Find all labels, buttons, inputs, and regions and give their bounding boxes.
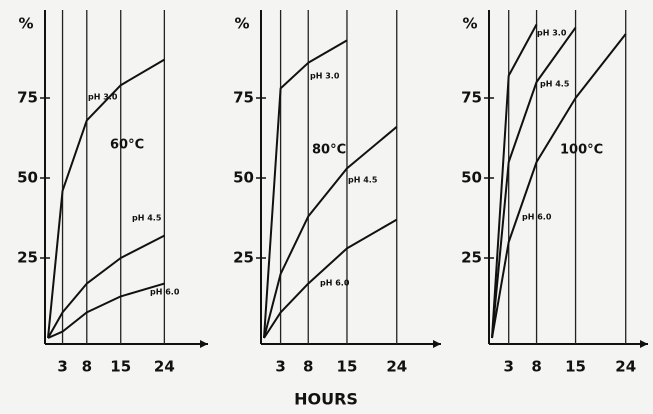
y-tick-label: 25 xyxy=(233,249,254,267)
data-line xyxy=(47,282,165,339)
data-line xyxy=(491,27,577,339)
y-tick-label: 50 xyxy=(461,169,482,187)
data-line xyxy=(263,218,398,339)
annotation: 100°C xyxy=(560,143,603,158)
x-tick-label: 8 xyxy=(82,358,92,376)
y-tick-label: 25 xyxy=(17,249,38,267)
x-tick-label: 15 xyxy=(110,358,131,376)
annotation: 80°C xyxy=(312,143,346,158)
x-tick-label: 3 xyxy=(275,358,285,376)
annotation: 60°C xyxy=(110,138,144,153)
x-tick-label: 24 xyxy=(615,358,636,376)
x-tick-label: 3 xyxy=(503,358,513,376)
x-tick-label: 3 xyxy=(57,358,67,376)
series-label: pH 3.0 xyxy=(310,72,340,81)
data-line xyxy=(47,58,165,339)
series-label: pH 3.0 xyxy=(88,93,118,102)
x-tick-label: 24 xyxy=(386,358,407,376)
y-tick-label: 50 xyxy=(17,169,38,187)
x-axis-arrow xyxy=(433,340,441,348)
data-line xyxy=(263,39,348,339)
y-tick-label: 75 xyxy=(461,89,482,107)
x-axis-arrow xyxy=(200,340,208,348)
y-axis-label: % xyxy=(18,15,33,33)
data-line xyxy=(263,126,398,339)
series-label: pH 6.0 xyxy=(522,213,552,222)
y-tick-label: 75 xyxy=(233,89,254,107)
data-line xyxy=(47,234,165,339)
y-tick-label: 25 xyxy=(461,249,482,267)
y-tick-label: 75 xyxy=(17,89,38,107)
y-axis-label: % xyxy=(234,15,249,33)
x-tick-label: 24 xyxy=(154,358,175,376)
series-label: pH 4.5 xyxy=(132,214,162,223)
series-label: pH 6.0 xyxy=(150,288,180,297)
series-label: pH 4.5 xyxy=(540,80,570,89)
series-label: pH 6.0 xyxy=(320,279,350,288)
x-axis-label: HOURS xyxy=(294,390,358,409)
series-label: pH 4.5 xyxy=(348,176,378,185)
x-tick-label: 8 xyxy=(303,358,313,376)
data-line xyxy=(491,23,538,339)
x-tick-label: 15 xyxy=(337,358,358,376)
x-axis-arrow xyxy=(640,340,648,348)
data-line xyxy=(491,33,627,339)
series-label: pH 3.0 xyxy=(537,29,567,38)
x-tick-label: 15 xyxy=(565,358,586,376)
y-axis-label: % xyxy=(462,15,477,33)
y-tick-label: 50 xyxy=(233,169,254,187)
x-tick-label: 8 xyxy=(531,358,541,376)
